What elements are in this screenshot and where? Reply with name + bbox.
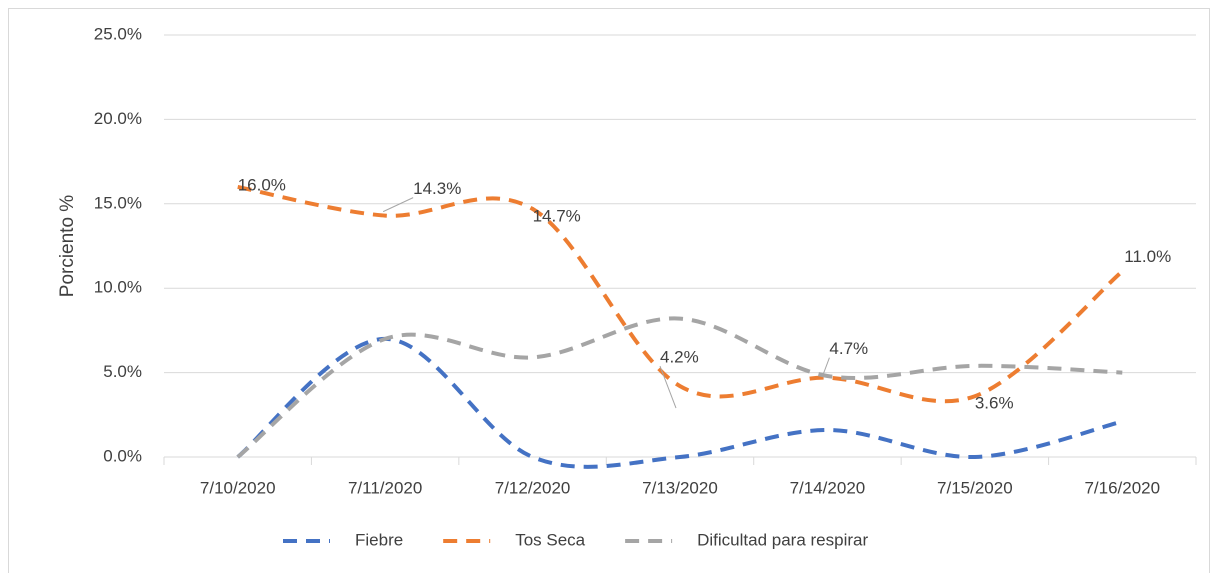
legend-label: Dificultad para respirar xyxy=(697,530,868,549)
data-label: 16.0% xyxy=(238,175,286,194)
data-label: 11.0% xyxy=(1124,247,1171,266)
y-axis-label: Porciento % xyxy=(57,195,78,298)
y-tick-label: 0.0% xyxy=(103,446,142,465)
leader-line xyxy=(659,365,677,409)
data-label: 14.3% xyxy=(413,179,461,198)
y-tick-label: 5.0% xyxy=(103,362,142,381)
x-tick-label: 7/16/2020 xyxy=(1084,478,1160,497)
data-label: 3.6% xyxy=(975,394,1014,413)
chart-border xyxy=(8,8,1210,573)
x-tick-label: 7/10/2020 xyxy=(200,478,276,497)
data-label: 14.7% xyxy=(533,206,581,225)
data-label: 4.2% xyxy=(660,348,699,367)
x-tick-label: 7/12/2020 xyxy=(495,478,571,497)
x-tick-label: 7/13/2020 xyxy=(642,478,718,497)
y-tick-label: 20.0% xyxy=(94,109,142,128)
leader-line xyxy=(822,357,830,374)
legend-label: Fiebre xyxy=(355,530,403,549)
series-line xyxy=(236,316,1123,459)
y-tick-label: 15.0% xyxy=(94,193,142,212)
series-line xyxy=(237,184,1124,404)
x-tick-label: 7/15/2020 xyxy=(937,478,1013,497)
legend-label: Tos Seca xyxy=(515,530,585,549)
y-tick-label: 10.0% xyxy=(94,278,142,297)
leader-line xyxy=(382,197,414,213)
x-tick-label: 7/14/2020 xyxy=(790,478,866,497)
x-tick-label: 7/11/2020 xyxy=(348,478,422,497)
y-tick-label: 25.0% xyxy=(94,24,142,43)
data-label: 4.7% xyxy=(829,339,868,358)
